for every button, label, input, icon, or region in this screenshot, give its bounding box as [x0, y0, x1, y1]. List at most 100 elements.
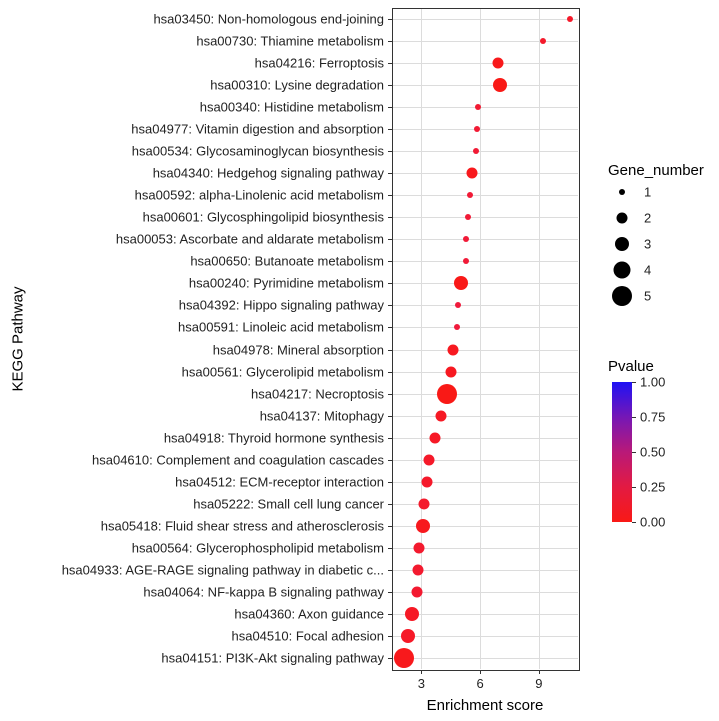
- legend-size-dot: [614, 262, 631, 279]
- x-tick: [480, 670, 481, 674]
- data-point: [405, 607, 419, 621]
- data-point: [467, 192, 473, 198]
- y-tick-label: hsa04151: PI3K-Akt signaling pathway: [161, 650, 384, 665]
- colorbar-tick: [632, 417, 636, 418]
- y-tick-label: hsa04340: Hedgehog signaling pathway: [153, 166, 384, 181]
- data-point: [492, 58, 503, 69]
- y-tick: [388, 482, 392, 483]
- y-tick-label: hsa04064: NF-kappa B signaling pathway: [143, 584, 384, 599]
- y-tick-label: hsa05222: Small cell lung cancer: [193, 496, 384, 511]
- data-point: [463, 236, 469, 242]
- x-axis-title: Enrichment score: [427, 697, 544, 714]
- y-tick-label: hsa04933: AGE-RAGE signaling pathway in …: [62, 562, 384, 577]
- y-tick-label: hsa04978: Mineral absorption: [213, 342, 384, 357]
- data-point: [422, 476, 433, 487]
- y-tick-label: hsa04137: Mitophagy: [260, 408, 384, 423]
- gridline-h: [393, 19, 578, 20]
- y-tick: [388, 239, 392, 240]
- y-tick-label: hsa04217: Necroptosis: [251, 386, 384, 401]
- x-tick: [539, 670, 540, 674]
- colorbar-tick: [632, 487, 636, 488]
- legend-color-title: Pvalue: [608, 358, 654, 375]
- gridline-h: [393, 416, 578, 417]
- y-tick-label: hsa00561: Glycerolipid metabolism: [182, 364, 384, 379]
- y-tick-label: hsa03450: Non-homologous end-joining: [153, 12, 384, 27]
- y-tick-label: hsa04610: Complement and coagulation cas…: [92, 452, 384, 467]
- data-point: [454, 324, 460, 330]
- data-point: [430, 432, 441, 443]
- x-tick-label: 3: [418, 676, 425, 691]
- y-tick: [388, 217, 392, 218]
- y-tick: [388, 438, 392, 439]
- data-point: [424, 454, 435, 465]
- data-point: [467, 168, 478, 179]
- colorbar-tick-label: 0.50: [640, 445, 665, 460]
- gridline-h: [393, 173, 578, 174]
- data-point: [540, 38, 546, 44]
- y-tick: [388, 107, 392, 108]
- y-tick: [388, 416, 392, 417]
- colorbar-tick-label: 0.00: [640, 515, 665, 530]
- gridline-h: [393, 636, 578, 637]
- y-axis-title: KEGG Pathway: [10, 286, 27, 391]
- data-point: [567, 16, 573, 22]
- gridline-h: [393, 327, 578, 328]
- legend-size-dot: [615, 237, 629, 251]
- gridline-h: [393, 658, 578, 659]
- y-tick: [388, 195, 392, 196]
- gridline-h: [393, 63, 578, 64]
- y-tick: [388, 548, 392, 549]
- gridline-h: [393, 129, 578, 130]
- y-tick-label: hsa04918: Thyroid hormone synthesis: [164, 430, 384, 445]
- y-tick-label: hsa00601: Glycosphingolipid biosynthesis: [143, 210, 384, 225]
- y-tick-label: hsa04977: Vitamin digestion and absorpti…: [131, 122, 384, 137]
- y-tick-label: hsa00591: Linoleic acid metabolism: [178, 320, 384, 335]
- y-tick: [388, 460, 392, 461]
- data-point: [435, 410, 446, 421]
- y-tick: [388, 85, 392, 86]
- gridline-h: [393, 239, 578, 240]
- legend-size-dot: [612, 286, 632, 306]
- data-point: [419, 498, 430, 509]
- y-tick: [388, 129, 392, 130]
- y-tick: [388, 592, 392, 593]
- data-point: [447, 344, 458, 355]
- y-tick: [388, 636, 392, 637]
- data-point: [413, 564, 424, 575]
- y-tick: [388, 261, 392, 262]
- colorbar-tick-label: 0.25: [640, 480, 665, 495]
- y-tick-label: hsa00310: Lysine degradation: [210, 78, 384, 93]
- gridline-h: [393, 614, 578, 615]
- data-point: [416, 519, 430, 533]
- legend-size-label: 2: [644, 211, 651, 226]
- data-point: [474, 126, 480, 132]
- gridline-h: [393, 305, 578, 306]
- legend-size-dot: [617, 213, 628, 224]
- colorbar-tick: [632, 382, 636, 383]
- gridline-h: [393, 85, 578, 86]
- data-point: [445, 366, 456, 377]
- data-point: [412, 586, 423, 597]
- colorbar: [612, 382, 632, 522]
- y-tick-label: hsa00240: Pyrimidine metabolism: [189, 276, 384, 291]
- data-point: [414, 542, 425, 553]
- y-tick-label: hsa04216: Ferroptosis: [255, 56, 384, 71]
- colorbar-tick: [632, 452, 636, 453]
- y-tick: [388, 658, 392, 659]
- y-tick: [388, 372, 392, 373]
- y-tick: [388, 41, 392, 42]
- y-tick-label: hsa00534: Glycosaminoglycan biosynthesis: [132, 144, 384, 159]
- y-tick: [388, 394, 392, 395]
- y-tick: [388, 526, 392, 527]
- data-point: [401, 629, 415, 643]
- gridline-h: [393, 195, 578, 196]
- gridline-h: [393, 394, 578, 395]
- y-tick-label: hsa00340: Histidine metabolism: [200, 100, 384, 115]
- data-point: [455, 302, 461, 308]
- legend-size-label: 3: [644, 237, 651, 252]
- y-tick: [388, 350, 392, 351]
- y-tick-label: hsa04512: ECM-receptor interaction: [175, 474, 384, 489]
- legend-size-label: 1: [644, 185, 651, 200]
- colorbar-tick-label: 1.00: [640, 375, 665, 390]
- y-tick-label: hsa00564: Glycerophospholipid metabolism: [132, 540, 384, 555]
